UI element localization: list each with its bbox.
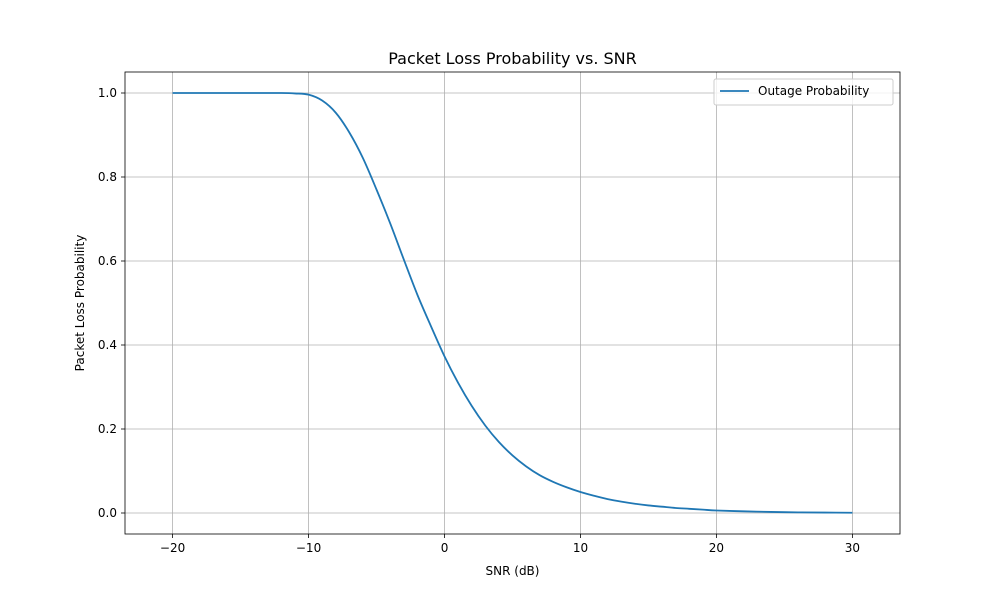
y-tick-label: 0.0	[98, 506, 117, 520]
plot-frame	[124, 71, 901, 535]
grid-lines	[125, 72, 900, 534]
y-tick-label: 1.0	[98, 86, 117, 100]
legend-box	[713, 78, 894, 106]
series-layer	[172, 92, 853, 514]
y-tick-label: 0.8	[98, 170, 117, 184]
x-tick-label: −20	[160, 541, 185, 555]
x-tick-label: 0	[441, 541, 449, 555]
x-axis-ticks: −20 −10 0 10 20 30	[160, 534, 860, 555]
y-tick-label: 0.2	[98, 422, 117, 436]
y-axis-label: Packet Loss Probability	[73, 235, 87, 372]
x-tick-label: 20	[709, 541, 724, 555]
x-tick-label: 10	[573, 541, 588, 555]
series-line-outage-probability	[172, 92, 853, 514]
x-axis-label: SNR (dB)	[486, 564, 540, 578]
chart-title: Packet Loss Probability vs. SNR	[388, 49, 637, 68]
x-tick-label: −10	[296, 541, 321, 555]
legend: Outage Probability	[713, 78, 894, 106]
legend-label: Outage Probability	[758, 84, 869, 98]
y-tick-label: 0.6	[98, 254, 117, 268]
y-axis-ticks: 0.0 0.2 0.4 0.6 0.8 1.0	[98, 86, 125, 520]
x-tick-label: 30	[845, 541, 860, 555]
y-tick-label: 0.4	[98, 338, 117, 352]
